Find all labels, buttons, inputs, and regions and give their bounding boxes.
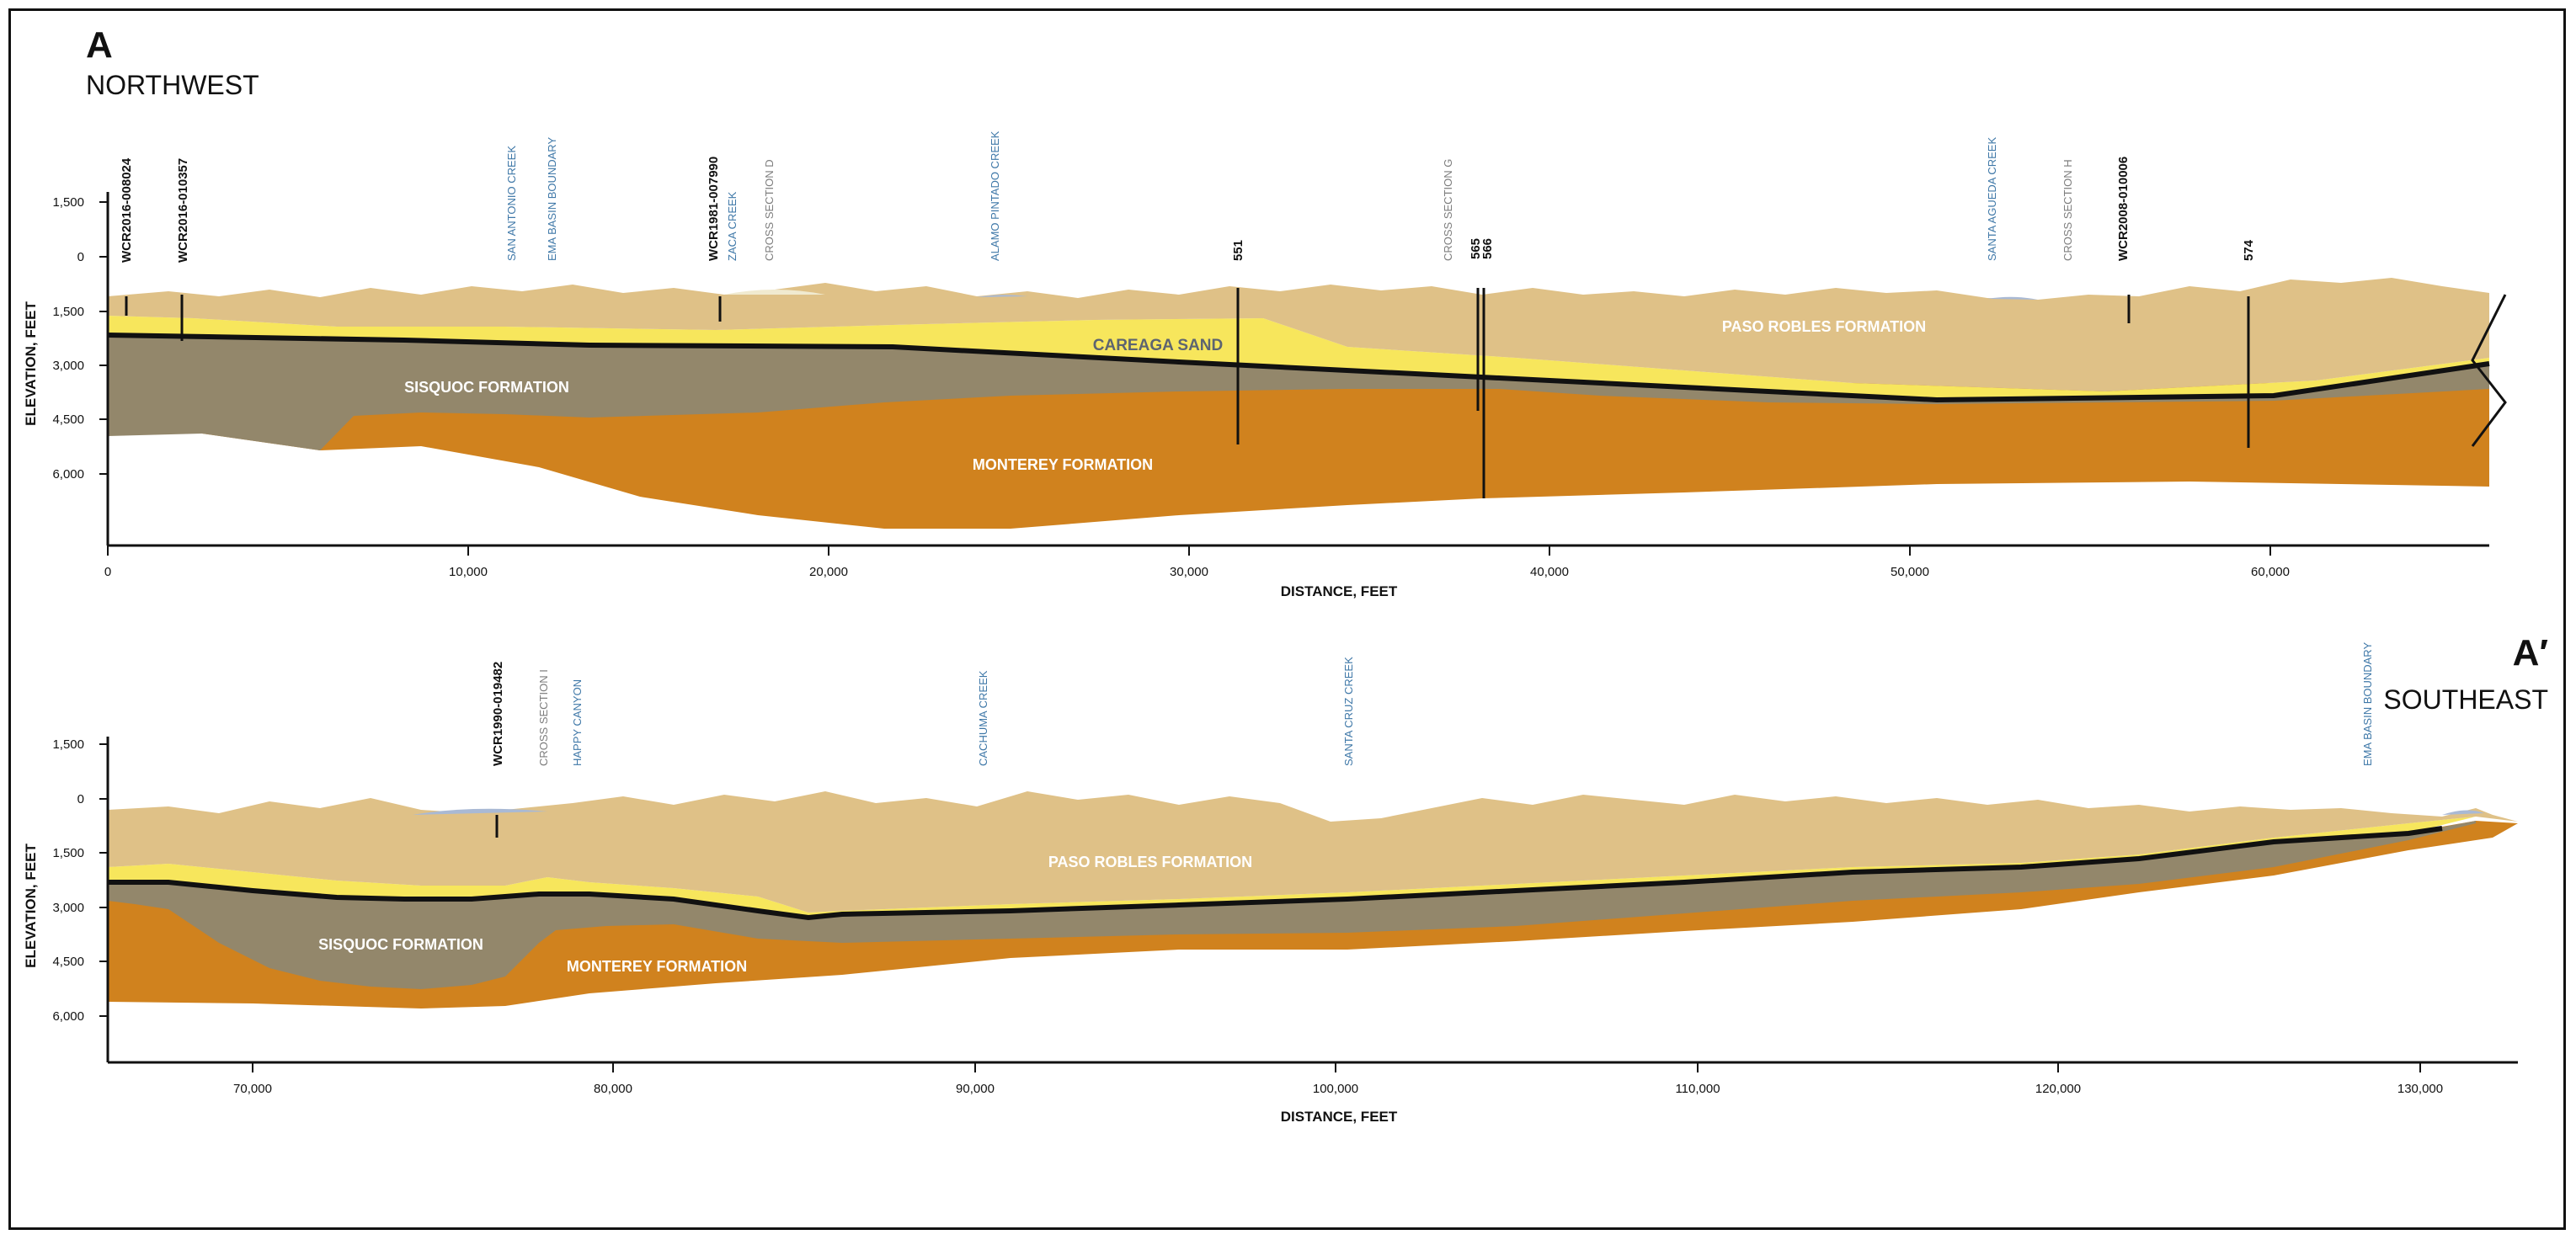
paso-robles-formation-label: PASO ROBLES FORMATION — [1722, 318, 1926, 335]
careaga-sand-label: CAREAGA SAND — [1093, 337, 1223, 354]
y-tick-label: 6,000 — [52, 467, 84, 482]
well-label-wcr1981-007990: WCR1981-007990 — [707, 157, 721, 261]
well-label-wcr1990-019482: WCR1990-019482 — [491, 662, 505, 766]
cross-section-i-label: CROSS SECTION I — [537, 669, 550, 766]
x-tick-label: 40,000 — [1530, 565, 1569, 579]
creek-label-cachuma: CACHUMA CREEK — [977, 670, 989, 766]
x-tick-label: 130,000 — [2397, 1082, 2443, 1096]
well-label-wcr2016-010357: WCR2016-010357 — [176, 158, 190, 263]
well-label-574: 574 — [2242, 239, 2256, 261]
creek-label-happy-canyon: HAPPY CANYON — [571, 679, 584, 766]
x-ticks — [107, 545, 2271, 556]
well-label-565: 565 — [1469, 238, 1483, 259]
creek-label-santa-agueda: SANTA AGUEDA CREEK — [1986, 137, 1998, 261]
x-tick-label: 110,000 — [1675, 1082, 1720, 1096]
x-tick-label: 30,000 — [1170, 565, 1208, 579]
y-tick-label: 0 — [77, 792, 84, 806]
y-axis-title: ELEVATION, FEET — [23, 844, 39, 968]
ema-basin-boundary-label: EMA BASIN BOUNDARY — [546, 137, 558, 261]
cross-section-g-label: CROSS SECTION G — [1442, 159, 1454, 261]
water-patch — [977, 295, 1027, 297]
paso-robles-formation-label: PASO ROBLES FORMATION — [1048, 854, 1252, 870]
sisquoc-formation-label: SISQUOC FORMATION — [404, 379, 569, 396]
section-start-letter: A — [86, 24, 113, 66]
y-tick-label: 3,000 — [52, 901, 84, 915]
cross-section-h-label: CROSS SECTION H — [2061, 159, 2074, 261]
y-tick-label: 4,500 — [52, 412, 84, 427]
creek-label-alamo-pintado: ALAMO PINTADO CREEK — [989, 130, 1001, 261]
x-tick-label: 120,000 — [2035, 1082, 2081, 1096]
x-tick-label: 100,000 — [1313, 1082, 1358, 1096]
x-tick-label: 70,000 — [233, 1082, 272, 1096]
y-tick-label: 3,000 — [52, 359, 84, 373]
y-tick-label: 0 — [77, 250, 84, 264]
top-of-sisquoc-line — [108, 826, 2443, 921]
well-label-551: 551 — [1231, 240, 1245, 261]
y-tick-label: 6,000 — [52, 1009, 84, 1024]
sisquoc-formation-label: SISQUOC FORMATION — [318, 936, 483, 953]
x-tick-label: 60,000 — [2251, 565, 2290, 579]
x-tick-label: 90,000 — [956, 1082, 995, 1096]
water-patch — [413, 808, 547, 815]
y-ticks — [99, 201, 108, 475]
creek-label-santa-cruz: SANTA CRUZ CREEK — [1342, 657, 1355, 766]
monterey-formation-label: MONTEREY FORMATION — [567, 958, 747, 975]
alluvium-patch — [724, 290, 825, 295]
paso-robles-formation-layer — [108, 791, 2518, 913]
careaga-sand-layer — [108, 817, 2476, 918]
top-of-sisquoc-line — [107, 333, 2490, 403]
section-end-letter: A′ — [2513, 632, 2548, 673]
creek-label-zaca: ZACA CREEK — [726, 191, 739, 261]
sisquoc-formation-layer — [108, 821, 2476, 989]
figure-frame — [8, 8, 2566, 1230]
monterey-formation-layer — [108, 383, 2489, 529]
monterey-formation-label: MONTEREY FORMATION — [973, 456, 1153, 473]
x-ticks — [252, 1062, 2421, 1072]
x-tick-label: 50,000 — [1891, 565, 1929, 579]
x-tick-label: 80,000 — [594, 1082, 632, 1096]
x-axis-title: DISTANCE, FEET — [1281, 583, 1398, 599]
well-label-566: 566 — [1480, 238, 1495, 259]
careaga-sand-layer — [108, 316, 2489, 400]
y-ticks — [99, 743, 108, 1017]
x-tick-label: 10,000 — [449, 565, 488, 579]
ema-basin-boundary-label: EMA BASIN BOUNDARY — [2361, 642, 2374, 766]
well-label-wcr2008-010006: WCR2008-010006 — [2116, 157, 2131, 261]
well-bores — [125, 288, 2250, 498]
bottom-panel: 1,500 0 1,500 3,000 4,500 6,000 ELEVATIO… — [23, 642, 2518, 1125]
x-tick-label: 20,000 — [809, 565, 848, 579]
x-axis-title: DISTANCE, FEET — [1281, 1109, 1398, 1125]
creek-label-san-antonio: SAN ANTONIO CREEK — [505, 146, 518, 261]
y-tick-label: 1,500 — [52, 305, 84, 319]
y-tick-label: 1,500 — [52, 846, 84, 860]
water-patch — [1987, 296, 2038, 300]
section-start-direction: NORTHWEST — [86, 70, 259, 100]
x-tick-label: 0 — [104, 565, 111, 579]
paso-robles-formation-layer — [108, 278, 2489, 391]
section-break-symbol — [2471, 294, 2507, 447]
top-panel: 1,500 0 1,500 3,000 4,500 6,000 ELEVATIO… — [23, 130, 2507, 599]
y-axis-title: ELEVATION, FEET — [23, 301, 39, 426]
water-patch — [2442, 810, 2484, 815]
well-label-wcr2016-008024: WCR2016-008024 — [120, 157, 134, 263]
y-tick-label: 1,500 — [52, 737, 84, 752]
y-tick-label: 4,500 — [52, 955, 84, 969]
section-end-direction: SOUTHEAST — [2383, 684, 2548, 715]
cross-section-d-label: CROSS SECTION D — [763, 159, 776, 261]
y-tick-label: 1,500 — [52, 195, 84, 210]
sisquoc-formation-layer — [108, 335, 2489, 450]
